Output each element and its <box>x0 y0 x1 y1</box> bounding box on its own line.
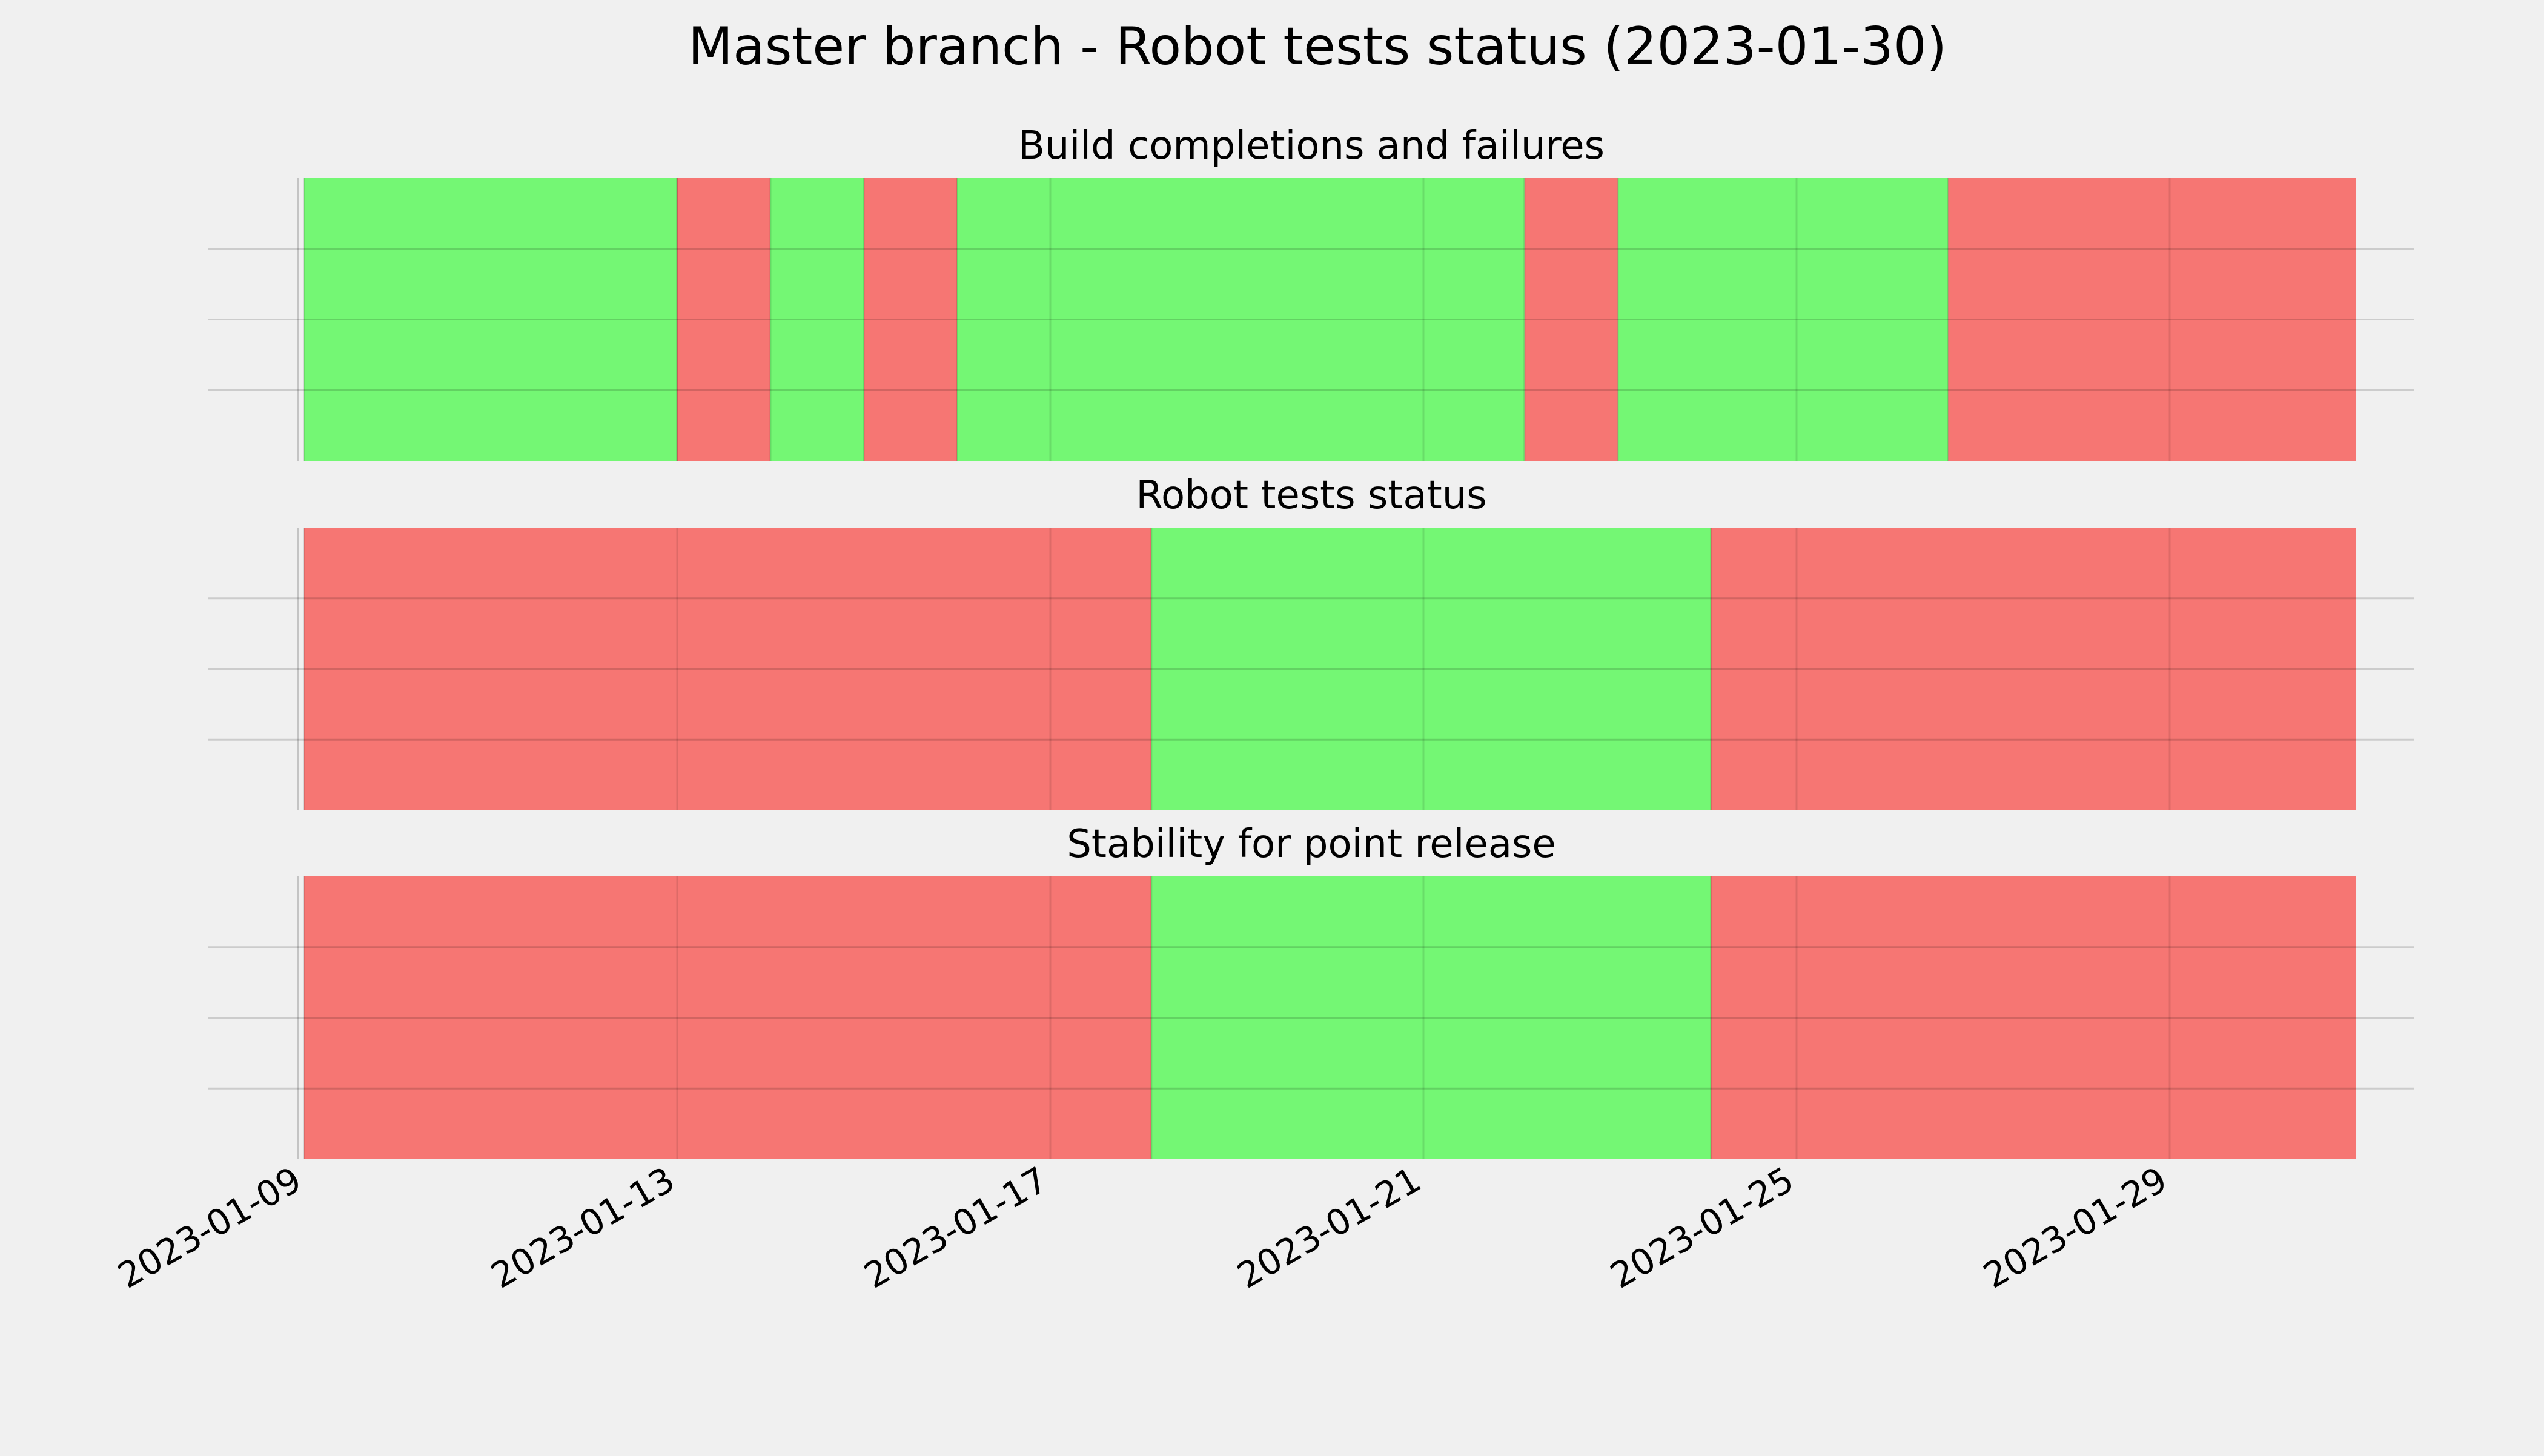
status-segment-pass <box>304 178 677 461</box>
status-segment-pass <box>1617 178 1949 461</box>
status-segment-pass <box>770 178 864 461</box>
chart-title: Master branch - Robot tests status (2023… <box>688 16 1947 77</box>
status-segment-fail <box>864 178 957 461</box>
status-segment-fail <box>1711 876 2356 1159</box>
status-segment-fail <box>304 876 1151 1159</box>
status-segment-fail <box>1711 528 2356 810</box>
panel-title: Build completions and failures <box>1018 124 1605 168</box>
x-tick-label: 2023-01-17 <box>857 1159 1055 1296</box>
panel-title: Stability for point release <box>1067 822 1556 867</box>
status-segment-pass <box>957 178 1525 461</box>
x-tick-label: 2023-01-09 <box>111 1159 308 1296</box>
status-segment-fail <box>677 178 770 461</box>
status-segment-fail <box>304 528 1151 810</box>
x-tick-label: 2023-01-25 <box>1603 1159 1801 1296</box>
x-tick-label: 2023-01-13 <box>484 1159 681 1296</box>
panel-title: Robot tests status <box>1136 473 1486 518</box>
status-segment-fail <box>1948 178 2356 461</box>
x-tick-label: 2023-01-29 <box>1976 1159 2174 1296</box>
status-segment-pass <box>1151 876 1711 1159</box>
status-segment-fail <box>1524 178 1618 461</box>
status-segment-pass <box>1151 528 1711 810</box>
x-tick-label: 2023-01-21 <box>1230 1159 1428 1296</box>
